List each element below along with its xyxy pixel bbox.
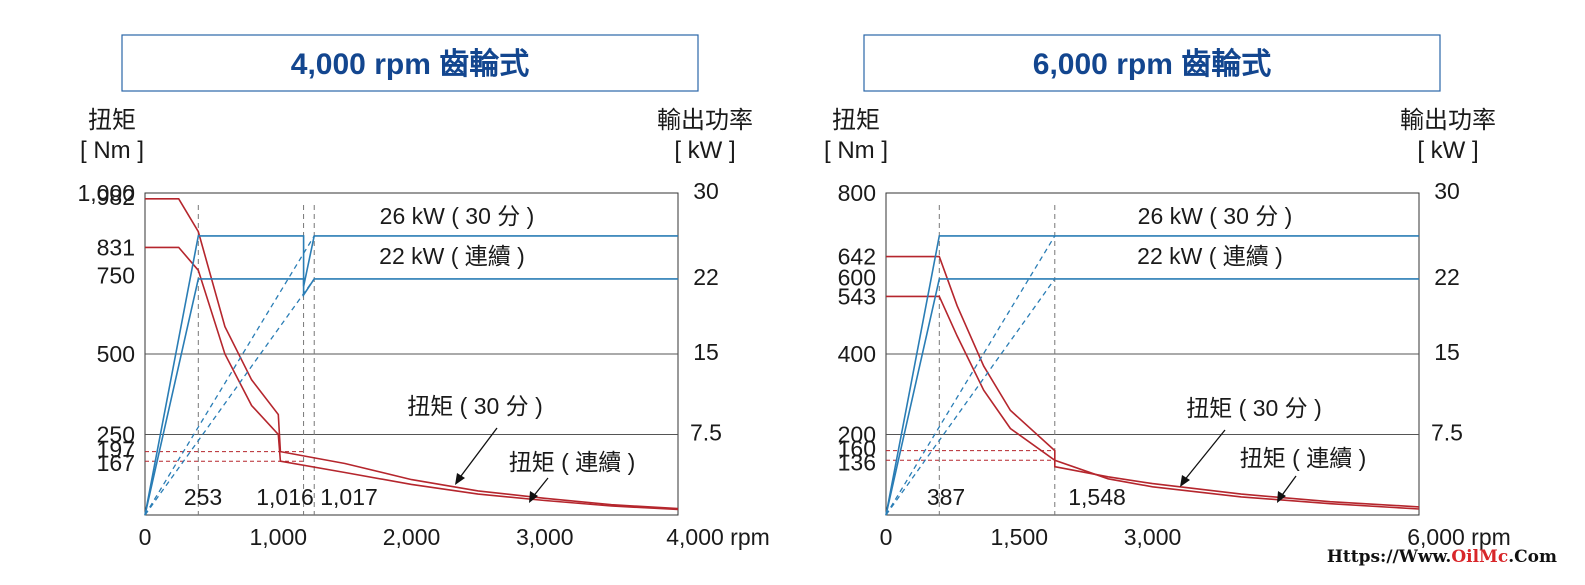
x-tick-label: 0 — [880, 524, 893, 550]
annotation-26kw: 26 kW ( 30 分 ) — [380, 203, 535, 229]
power-ramp-dashed — [885, 278, 1056, 516]
chart-4000: 4,000 rpm 齒輪式 扭矩 [ Nm ] 輸出功率 [ kW ] 1,00… — [77, 34, 770, 550]
y-axis-unit: [ Nm ] — [824, 137, 888, 164]
power-ramp-dashed — [144, 235, 315, 516]
x-tick-label: 4,000 rpm — [666, 524, 770, 550]
torque-curve — [886, 255, 1420, 508]
power-curve — [885, 278, 1419, 516]
y-tick-label: 160 — [838, 436, 876, 462]
chart-title: 4,000 rpm 齒輪式 — [291, 47, 529, 81]
y-tick-label: 982 — [97, 184, 135, 210]
annotation-arrowhead — [1277, 491, 1286, 503]
chart-6000: 6,000 rpm 齒輪式 扭矩 [ Nm ] 輸出功率 [ kW ] 800 6… — [824, 34, 1511, 550]
y2-axis-unit: [ kW ] — [1417, 137, 1478, 164]
y2-tick-label: 22 — [693, 264, 719, 290]
y2-tick-label: 15 — [693, 339, 719, 365]
annotation-pointer — [1182, 429, 1226, 483]
y2-tick-label: 22 — [1434, 264, 1460, 290]
x-tick-label: 3,000 — [1124, 524, 1182, 550]
power-curve — [144, 235, 678, 516]
y2-axis-unit: [ kW ] — [674, 137, 735, 164]
annotation-arrowhead — [1180, 475, 1190, 487]
y-tick-label: 800 — [838, 180, 876, 206]
annotation-26kw: 26 kW ( 30 分 ) — [1138, 203, 1293, 229]
y-tick-label: 1,000 — [77, 180, 135, 206]
y2-tick-label: 30 — [1434, 178, 1460, 204]
watermark-brand: OilMc — [1451, 547, 1508, 567]
y-tick-label: 500 — [97, 341, 135, 367]
chart-title-box — [121, 34, 699, 92]
y2-tick-label: 30 — [693, 178, 719, 204]
y-axis-unit: [ Nm ] — [80, 137, 144, 164]
watermark: Https://Www.OilMc.Com — [1327, 547, 1557, 567]
power-ramp-dashed — [885, 235, 1056, 516]
y2-axis-label: 輸出功率 — [1400, 107, 1496, 134]
y-tick-label: 543 — [838, 283, 876, 309]
power-curve — [144, 278, 678, 516]
annotation-torque-continuous: 扭矩 ( 連續 ) — [1240, 445, 1367, 471]
y-tick-label: 642 — [838, 244, 876, 270]
annotation-torque-continuous: 扭矩 ( 連續 ) — [509, 449, 636, 475]
marker-x-label: 1,016 — [256, 484, 314, 510]
chart-title: 6,000 rpm 齒輪式 — [1033, 47, 1271, 81]
y-tick-label: 600 — [838, 265, 876, 291]
power-ramp-dashed — [144, 278, 315, 516]
y-tick-label: 250 — [97, 422, 135, 448]
x-tick-label: 2,000 — [383, 524, 441, 550]
y-axis-label: 扭矩 — [832, 107, 880, 134]
y-tick-label: 200 — [838, 422, 876, 448]
x-tick-label: 0 — [139, 524, 152, 550]
annotation-22kw: 22 kW ( 連續 ) — [379, 243, 525, 269]
y-tick-label: 167 — [97, 450, 135, 476]
annotation-pointer — [457, 427, 498, 481]
y2-tick-label: 15 — [1434, 339, 1460, 365]
y2-axis-label: 輸出功率 — [657, 107, 753, 134]
x-tick-label: 1,000 — [249, 524, 307, 550]
annotation-arrowhead — [529, 491, 538, 503]
y2-tick-label: 7.5 — [1431, 420, 1463, 446]
annotation-22kw: 22 kW ( 連續 ) — [1137, 243, 1283, 269]
x-tick-label: 3,000 — [516, 524, 574, 550]
y-tick-label: 400 — [838, 341, 876, 367]
marker-x-label: 253 — [184, 484, 222, 510]
y2-tick-label: 7.5 — [690, 420, 722, 446]
power-curve — [885, 235, 1419, 516]
y-tick-label: 831 — [97, 234, 135, 260]
watermark-prefix: Https://Www. — [1327, 547, 1452, 567]
marker-x-label: 387 — [927, 484, 965, 510]
watermark-suffix: .Com — [1508, 547, 1557, 567]
y-tick-label: 197 — [97, 437, 135, 463]
chart-title-box — [863, 34, 1441, 92]
torque-curve — [145, 246, 679, 511]
torque-curve — [886, 295, 1420, 510]
annotation-arrowhead — [455, 473, 465, 485]
marker-x-label: 1,548 — [1068, 484, 1126, 510]
x-tick-label: 1,500 — [990, 524, 1048, 550]
y-tick-label: 136 — [838, 449, 876, 475]
y-axis-label: 扭矩 — [88, 107, 136, 134]
annotation-torque-30: 扭矩 ( 30 分 ) — [1186, 395, 1321, 421]
marker-x-label: 1,017 — [320, 484, 378, 510]
y-tick-label: 750 — [97, 263, 135, 289]
x-tick-label: 6,000 rpm — [1407, 524, 1511, 550]
annotation-torque-30: 扭矩 ( 30 分 ) — [407, 393, 542, 419]
